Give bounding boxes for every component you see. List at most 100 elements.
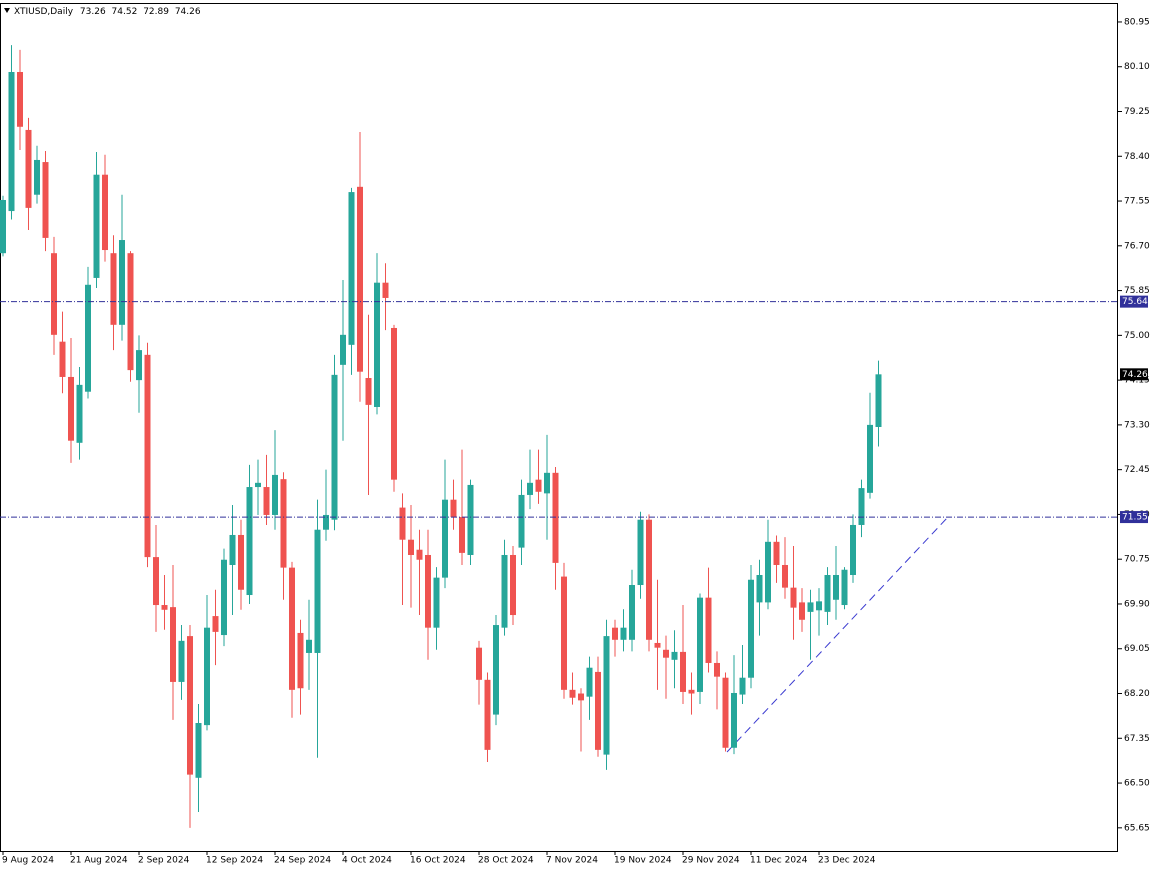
candle-body <box>187 636 193 775</box>
candle-body <box>756 575 763 603</box>
candle-body <box>510 554 516 616</box>
candle-body <box>595 671 601 750</box>
candle-body <box>59 341 66 377</box>
y-tick-label: 75.00 <box>1124 331 1150 341</box>
candle-body <box>841 569 848 606</box>
candle-body <box>212 616 219 632</box>
candle-body <box>518 494 525 548</box>
candle-body <box>76 384 83 443</box>
y-tick-label: 67.35 <box>1124 734 1150 744</box>
candle-body <box>544 472 550 494</box>
candle-body <box>527 482 533 495</box>
candle-body <box>272 474 278 515</box>
header-low: 72.89 <box>143 7 169 17</box>
candle-body <box>331 374 338 520</box>
candle-body <box>663 649 669 658</box>
candle-body <box>807 602 814 612</box>
y-tick-label: 68.20 <box>1124 689 1150 699</box>
candle-body <box>408 539 414 555</box>
candle-body <box>586 667 593 697</box>
candle-body <box>229 534 236 565</box>
x-tick-label: 16 Oct 2024 <box>410 856 466 866</box>
candle-body <box>68 376 74 441</box>
x-tick-label: 21 Aug 2024 <box>70 856 128 866</box>
header-open: 73.26 <box>80 7 106 17</box>
x-tick-label: 7 Nov 2024 <box>546 856 598 866</box>
candle-body <box>748 579 754 678</box>
candle-body <box>136 350 142 381</box>
candle-body <box>824 575 831 612</box>
candle-body <box>731 692 737 748</box>
candle-body <box>459 517 465 553</box>
candle-body <box>714 662 720 677</box>
candle-body <box>178 640 185 682</box>
candle-body <box>323 514 329 530</box>
candle-body <box>8 71 15 212</box>
candle-body <box>680 651 686 692</box>
candle-body <box>238 534 244 590</box>
x-tick-label: 11 Dec 2024 <box>750 856 808 866</box>
y-tick-label: 77.55 <box>1124 197 1150 207</box>
level-label-box <box>1120 295 1148 308</box>
chart-header: XTIUSD,Daily 73.26 74.52 72.89 74.26 <box>14 7 201 17</box>
y-tick-label: 76.70 <box>1124 241 1150 251</box>
level-label-box <box>1120 511 1148 524</box>
x-tick-label: 9 Aug 2024 <box>2 856 54 866</box>
candle-body <box>391 327 397 480</box>
y-tick-label: 75.85 <box>1124 286 1150 296</box>
candle-body <box>127 253 134 371</box>
candle-body <box>875 374 882 427</box>
candle-body <box>450 499 457 518</box>
candle-body <box>348 192 355 345</box>
candle-body <box>697 597 703 692</box>
y-tick-label: 73.30 <box>1124 420 1150 430</box>
candle-body <box>816 601 822 611</box>
candle-body <box>476 647 482 680</box>
candle-body <box>722 677 729 748</box>
plot-frame <box>0 3 1118 852</box>
candle-body <box>34 159 40 195</box>
candle-body <box>561 576 567 690</box>
candle-body <box>790 587 797 608</box>
x-tick-label: 29 Nov 2024 <box>682 856 740 866</box>
candle-body <box>620 627 627 640</box>
y-tick-label: 80.10 <box>1124 62 1150 72</box>
candle-body <box>799 602 805 620</box>
candle-body <box>493 625 499 715</box>
candle-body <box>161 605 168 610</box>
candle-body <box>782 564 788 588</box>
candle-body <box>773 541 780 565</box>
candle-body <box>637 519 644 586</box>
candle-body <box>484 679 491 750</box>
candle-body <box>765 541 771 603</box>
candle-body <box>501 554 508 628</box>
candle-body <box>119 240 125 325</box>
candle-body <box>671 651 678 660</box>
last-price-box <box>1120 368 1148 381</box>
candle-body <box>263 487 270 515</box>
candle-body <box>416 549 423 560</box>
candle-body <box>578 693 584 701</box>
candle-body <box>442 499 448 578</box>
y-tick-label: 69.90 <box>1124 599 1150 609</box>
menu-arrow[interactable] <box>4 8 10 13</box>
y-tick-label: 69.05 <box>1124 644 1150 654</box>
candle-body <box>850 524 856 576</box>
candle-body <box>0 199 6 254</box>
candle-body <box>552 472 559 563</box>
candle-body <box>306 639 312 653</box>
candle-body <box>42 162 49 238</box>
x-tick-label: 19 Nov 2024 <box>614 856 672 866</box>
candle-body <box>280 479 287 568</box>
candle-body <box>535 479 542 492</box>
candle-body <box>255 482 261 488</box>
y-tick-label: 66.50 <box>1124 779 1150 789</box>
level-label: 75.64 <box>1122 297 1148 307</box>
candle-body <box>425 554 431 628</box>
x-tick-label: 2 Sep 2024 <box>138 856 190 866</box>
candle-body <box>25 129 32 208</box>
candle-body <box>467 484 474 555</box>
header-close: 74.26 <box>175 7 201 17</box>
candle-body <box>399 507 406 540</box>
